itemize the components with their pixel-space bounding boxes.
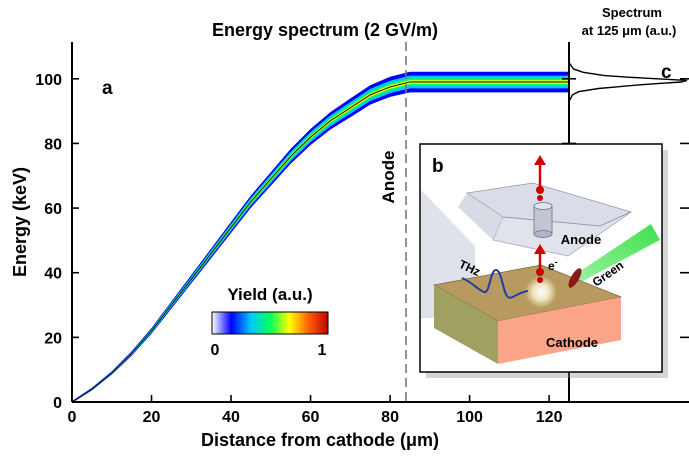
anode-aperture-bottom bbox=[533, 230, 553, 238]
energy-center-line bbox=[71, 81, 569, 403]
electron-label: e- bbox=[548, 257, 558, 273]
electron-arrow-head bbox=[534, 244, 546, 254]
y-tick-label: 20 bbox=[44, 330, 62, 347]
cathode-side-face bbox=[434, 285, 498, 364]
x-tick-label: 100 bbox=[456, 409, 483, 426]
y-axis-label: Energy (keV) bbox=[10, 167, 30, 277]
y-tick-label: 40 bbox=[44, 266, 62, 283]
x-axis-label: Distance from cathode (μm) bbox=[201, 430, 439, 450]
cathode-front-face bbox=[498, 297, 621, 364]
colorbar-label: Yield (a.u.) bbox=[227, 285, 312, 304]
thz-pulse-wave bbox=[461, 268, 529, 299]
electron-dot bbox=[536, 268, 544, 276]
x-tick-label: 120 bbox=[536, 409, 563, 426]
colorbar-gradient bbox=[211, 311, 329, 335]
emission-glow bbox=[525, 276, 557, 308]
x-tick-label: 60 bbox=[302, 409, 320, 426]
electron-dot-small bbox=[537, 195, 543, 201]
electron-arrow-head bbox=[534, 155, 546, 165]
anode-aperture-top bbox=[533, 202, 553, 210]
colorbar-min-label: 0 bbox=[211, 342, 220, 359]
cathode-label: Cathode bbox=[546, 335, 598, 350]
electron-label-superscript: - bbox=[555, 257, 558, 267]
y-tick-label: 100 bbox=[35, 72, 62, 89]
electron-arrows bbox=[534, 155, 546, 283]
anode-label: Anode bbox=[379, 151, 398, 204]
x-tick-label: 20 bbox=[143, 409, 161, 426]
electron-dot-small bbox=[537, 277, 543, 283]
y-axis-ticks: 0 20 40 60 80 100 bbox=[35, 72, 79, 412]
inset-b-schematic: b Cathode Anode THz e- Green bbox=[419, 143, 668, 378]
panel-label-c: c bbox=[661, 62, 672, 83]
anode-left-face bbox=[458, 193, 503, 240]
x-tick-label: 80 bbox=[381, 409, 399, 426]
spectrum-at-125um-line bbox=[568, 62, 688, 102]
spectrum-title-line1: Spectrum bbox=[602, 5, 662, 20]
panel-label-b: b bbox=[432, 156, 444, 177]
x-axis-ticks: 0 20 40 60 80 100 120 bbox=[68, 395, 563, 426]
y-tick-label: 80 bbox=[44, 136, 62, 153]
electron-dot bbox=[536, 186, 544, 194]
anode-aperture bbox=[533, 205, 553, 235]
x-tick-label: 40 bbox=[222, 409, 240, 426]
chart-title: Energy spectrum (2 GV/m) bbox=[212, 20, 438, 40]
colorbar: Yield (a.u.) 0 1 bbox=[211, 285, 329, 359]
spectrum-title-line2: at 125 μm (a.u.) bbox=[582, 23, 677, 38]
electron-label-symbol: e bbox=[548, 259, 555, 273]
y-tick-label: 60 bbox=[44, 201, 62, 218]
x-tick-label: 0 bbox=[68, 409, 77, 426]
colorbar-max-label: 1 bbox=[318, 342, 327, 359]
panel-label-a: a bbox=[102, 78, 113, 99]
red-mirror bbox=[568, 268, 582, 288]
y-tick-label: 0 bbox=[53, 395, 62, 412]
anode-inset-label: Anode bbox=[561, 232, 601, 247]
